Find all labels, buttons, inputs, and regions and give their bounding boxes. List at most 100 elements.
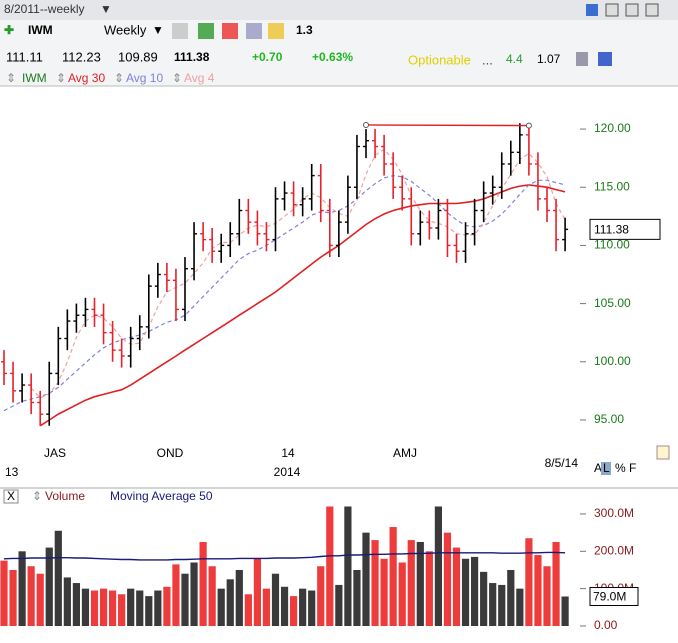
year-label: 13: [5, 465, 19, 479]
optionable: Optionable: [408, 52, 471, 67]
tool-icon[interactable]: [268, 23, 284, 39]
period: 8/2011--weekly: [4, 2, 84, 16]
volume-bar: [9, 569, 17, 626]
volume-bar: [552, 541, 560, 626]
legend-arrow: ⇕: [6, 71, 16, 85]
change: +0.70: [252, 50, 283, 64]
volume-bar: [63, 577, 71, 626]
tool-icon[interactable]: [222, 23, 238, 39]
icon[interactable]: [586, 4, 598, 16]
volume-bar: [217, 588, 225, 626]
ratio: 1.07: [537, 52, 561, 66]
volume-bar: [498, 584, 506, 626]
save-icon[interactable]: [598, 52, 612, 66]
volume-bar: [280, 586, 289, 626]
high: 112.23: [62, 49, 101, 64]
volume-bar: [271, 573, 280, 626]
volume-bar: [443, 532, 452, 626]
volume-bar: [81, 588, 90, 626]
tool-icon[interactable]: [198, 23, 214, 39]
volume-bar: [290, 596, 298, 626]
volume-bar: [480, 571, 488, 626]
trend-anchor: [525, 122, 532, 129]
setting: 1.3: [296, 23, 313, 37]
moving-average: [39, 184, 566, 427]
volume-bar: [163, 586, 171, 626]
legend-entry: Volume: [45, 489, 85, 503]
volume-bar: [181, 573, 189, 626]
volume-bar: [18, 551, 26, 626]
close-x[interactable]: X: [7, 489, 15, 503]
volume-bar: [54, 530, 62, 626]
icon[interactable]: [605, 3, 619, 17]
volume-bar: [335, 584, 343, 626]
close-panel[interactable]: [3, 489, 19, 504]
interval-menu[interactable]: ▼: [152, 23, 164, 37]
volume-bar: [534, 555, 542, 626]
interval[interactable]: Weekly: [104, 22, 147, 37]
volume-bar: [226, 579, 234, 626]
scale-mode[interactable]: [601, 462, 611, 475]
icon[interactable]: [645, 3, 659, 17]
volume-bar: [407, 540, 415, 626]
volume-bar: [154, 590, 162, 626]
y-tick-label: 115.00: [594, 179, 630, 193]
volume-bar: [461, 558, 470, 626]
trendline: [365, 124, 529, 127]
volume-bar: [45, 547, 53, 626]
volume-bar: [317, 566, 325, 626]
y-tick-label: 100.00: [594, 354, 631, 368]
last-volume: 79.0M: [593, 590, 626, 604]
iv: 4.4: [506, 52, 523, 66]
legend-entry: Avg 10: [126, 71, 163, 85]
volume-bar: [434, 506, 442, 626]
period-menu[interactable]: ▼: [100, 2, 112, 16]
x-label: 14: [281, 446, 295, 460]
x-label: JAS: [44, 446, 66, 460]
symbol[interactable]: IWM: [28, 23, 53, 37]
volume-bar: [190, 562, 198, 626]
scale-mode[interactable]: F: [629, 461, 636, 475]
volume-bar: [308, 590, 316, 626]
y-tick-label: 0.00: [594, 618, 618, 632]
volume-bar: [27, 566, 35, 626]
scale-mode[interactable]: %: [615, 461, 626, 475]
volume-bar: [471, 556, 479, 626]
year-label: 2014: [274, 465, 301, 479]
volume-bar: [398, 562, 406, 626]
volume-bar: [389, 527, 397, 626]
scale-mode[interactable]: A: [594, 461, 602, 475]
volume-bar: [299, 588, 307, 626]
scale-mode[interactable]: L: [603, 461, 610, 475]
low: 109.89: [118, 49, 158, 64]
volume-bar: [362, 532, 370, 626]
last-price: 111.38: [594, 223, 629, 237]
legend-entry: Moving Average 50: [110, 489, 213, 503]
volume-bar: [561, 596, 569, 626]
trend-anchor: [363, 121, 369, 128]
y-tick-label: 120.00: [594, 121, 631, 135]
volume-bar: [172, 564, 180, 626]
dots: ...: [482, 52, 493, 67]
date-label: 8/5/14: [545, 456, 579, 470]
icon[interactable]: [625, 3, 639, 17]
y-tick-label: 95.00: [594, 412, 624, 426]
tool-icon[interactable]: [246, 23, 262, 39]
volume-bar: [253, 558, 261, 626]
legend-entry: Avg 4: [184, 71, 215, 85]
volume-bar: [543, 566, 551, 626]
add-button[interactable]: ✚: [4, 23, 14, 37]
last-box: [589, 218, 661, 240]
y-tick-label: 105.00: [594, 296, 631, 310]
volume-bar: [344, 506, 352, 626]
tool-icon[interactable]: [172, 23, 188, 39]
moving-average: [30, 148, 566, 399]
volume-bar: [109, 590, 117, 626]
volume-bar: [489, 583, 497, 626]
y-tick-label: 300.0M: [594, 506, 634, 520]
volume-bar: [90, 590, 99, 626]
edit-icon[interactable]: [656, 445, 670, 460]
icon[interactable]: [576, 52, 588, 66]
